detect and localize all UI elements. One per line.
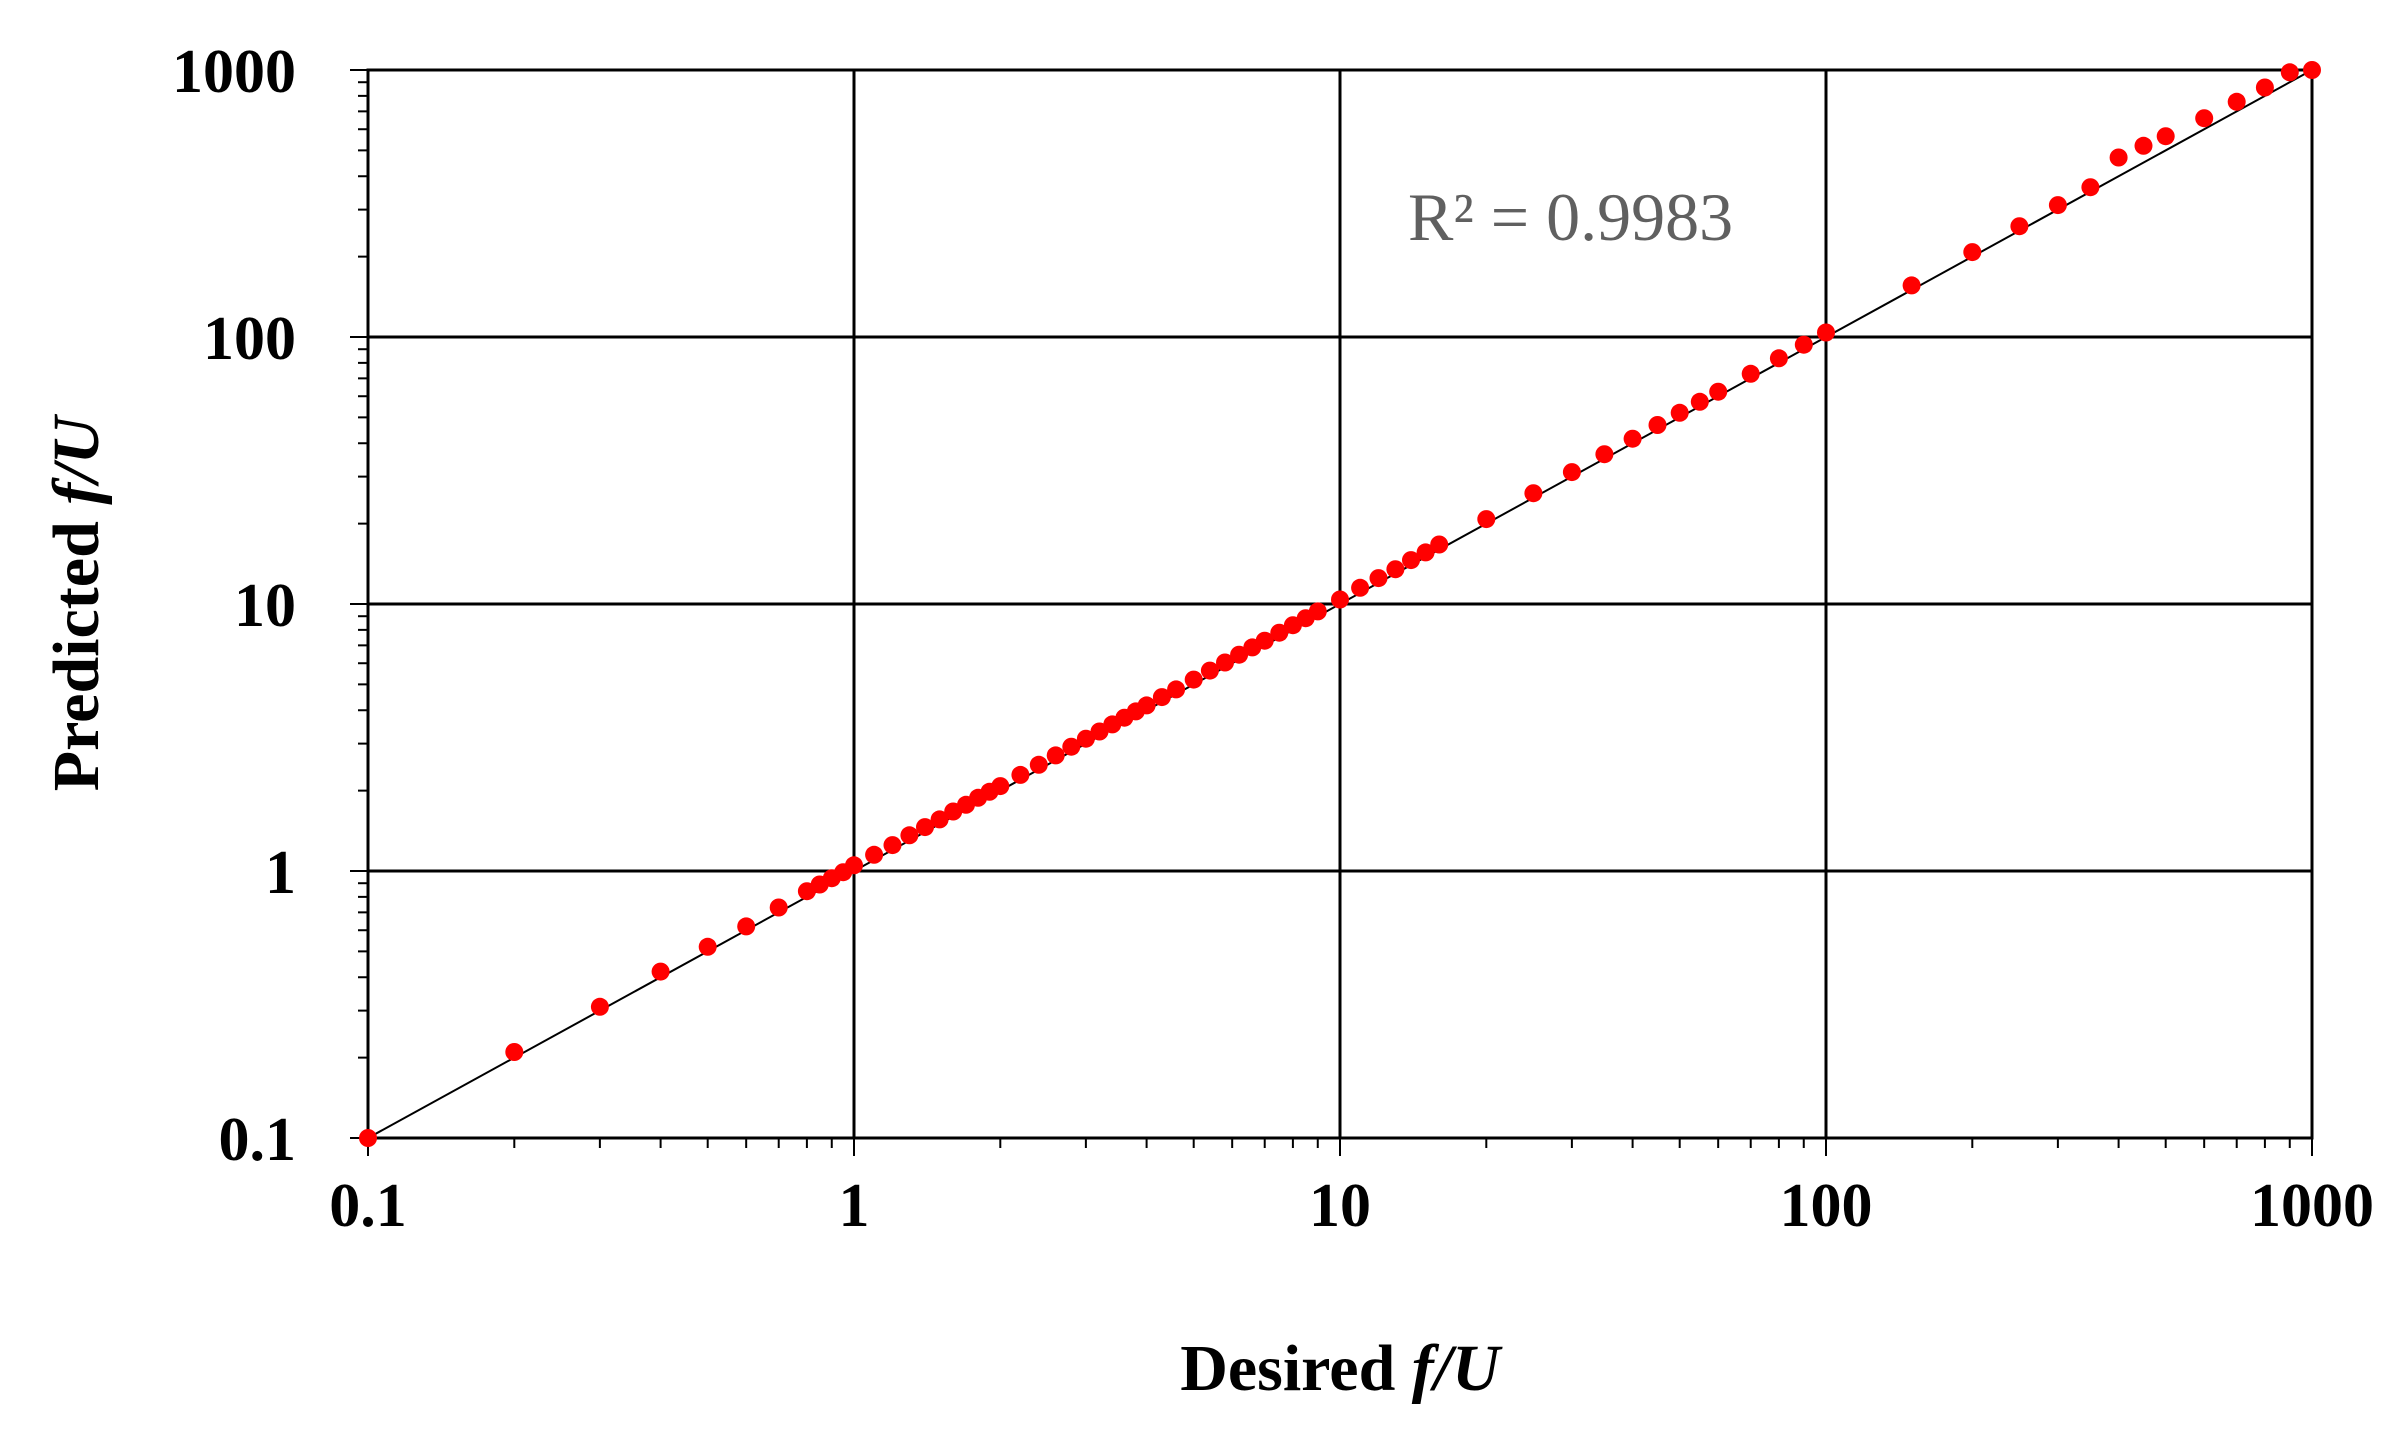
data-point [1562, 463, 1581, 482]
data-point [1670, 403, 1689, 422]
data-point [1230, 645, 1249, 664]
x-axis-title-prefix: Desired [1180, 1332, 1412, 1405]
x-tick-label: 1000 [2250, 1172, 2374, 1240]
y-tick-label: 100 [203, 305, 296, 373]
y-axis-title-prefix: Predicted [40, 505, 113, 792]
data-point [865, 845, 884, 864]
data-point [1709, 382, 1728, 401]
data-point [698, 937, 717, 956]
data-point [883, 836, 902, 855]
x-axis-title: Desired f/U [1180, 1332, 1503, 1405]
data-point [1817, 323, 1835, 342]
data-point [2195, 109, 2214, 128]
data-point [900, 826, 919, 845]
data-point [1902, 276, 1921, 295]
x-tick-label: 0.1 [329, 1172, 407, 1240]
data-point [1216, 653, 1234, 672]
y-tick-label: 0.1 [219, 1106, 297, 1174]
y-axis-tick-labels: 0.1 1 10 100 1000 [172, 38, 296, 1174]
data-point [1416, 543, 1435, 562]
data-point [1623, 429, 1642, 448]
data-point [1648, 416, 1667, 434]
x-axis-tick-labels: 0.1 1 10 100 1000 [329, 1172, 2374, 1240]
data-points [359, 61, 2321, 1147]
data-point [1524, 484, 1543, 503]
data-point [505, 1043, 524, 1061]
data-point [1331, 590, 1349, 609]
data-point [1029, 755, 1048, 774]
data-point [590, 997, 609, 1016]
data-point [1308, 602, 1327, 621]
data-point [2010, 217, 2029, 236]
plot-area-frame [366, 68, 2314, 1140]
data-point [1011, 765, 1030, 784]
data-point [2227, 92, 2246, 111]
data-point [1430, 535, 1449, 554]
data-point [1477, 510, 1496, 529]
x-tick-label: 100 [1780, 1172, 1873, 1240]
data-point [2109, 148, 2128, 167]
data-point [2156, 127, 2175, 146]
data-point [845, 856, 863, 875]
data-point [1270, 623, 1289, 642]
data-point [651, 962, 670, 981]
data-point [1167, 680, 1186, 699]
data-point [1255, 631, 1274, 650]
data-point [1402, 551, 1420, 570]
data-point [2048, 196, 2067, 215]
y-tick-label: 1000 [172, 38, 296, 106]
data-point [1769, 349, 1788, 368]
data-point [1794, 335, 1813, 354]
data-point [1152, 688, 1171, 707]
x-tick-label: 10 [1309, 1172, 1371, 1240]
y-axis-title: Predicted f/U [40, 413, 113, 791]
data-point [2255, 78, 2274, 97]
r-squared-annotation: R² = 0.9983 [1408, 179, 1733, 255]
data-point [737, 917, 756, 936]
data-point [2303, 61, 2321, 79]
data-point [1184, 670, 1203, 689]
data-point [930, 810, 949, 829]
data-point [916, 818, 934, 837]
x-axis-title-variable: f/U [1412, 1332, 1503, 1405]
data-point [1137, 696, 1156, 715]
data-point [1595, 445, 1614, 464]
data-point [1046, 746, 1065, 765]
y-axis-title-variable: f/U [40, 413, 113, 504]
data-point [1963, 243, 1982, 262]
data-point [2134, 136, 2153, 155]
data-point [2081, 178, 2100, 197]
y-tick-label: 10 [234, 572, 296, 640]
data-point [991, 777, 1010, 796]
x-tick-label: 1 [839, 1172, 870, 1240]
data-point [359, 1129, 377, 1147]
y-tick-label: 1 [265, 839, 296, 907]
data-point [1200, 661, 1219, 680]
data-point [1351, 578, 1370, 597]
data-point [1076, 729, 1095, 748]
data-point [2280, 63, 2299, 82]
data-point [1369, 569, 1388, 588]
data-point [769, 898, 788, 917]
data-point [1690, 392, 1709, 411]
data-point [1062, 737, 1081, 756]
data-point [1386, 560, 1405, 579]
data-point [1741, 364, 1760, 383]
